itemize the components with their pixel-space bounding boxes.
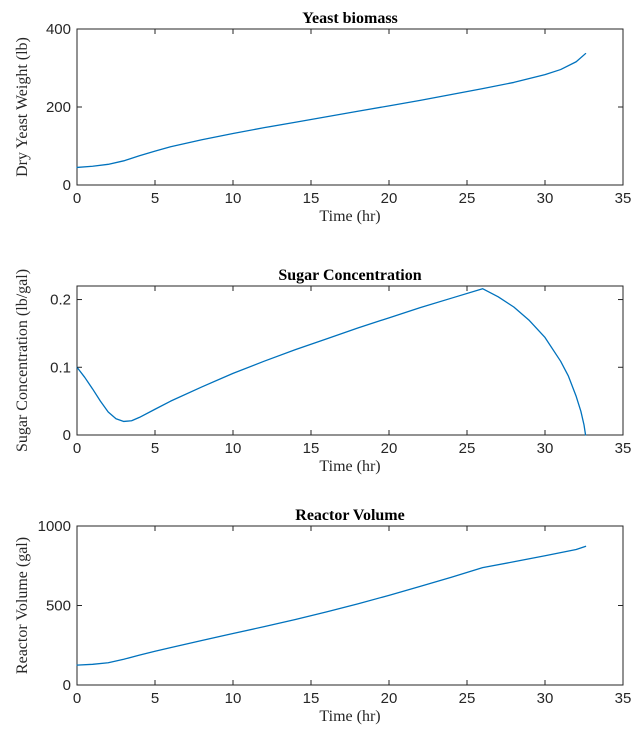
axes-frame (76, 28, 624, 186)
data-line (76, 545, 587, 666)
y-tick-label: 500 (46, 598, 71, 615)
data-line (76, 288, 587, 436)
chart-title: Yeast biomass (302, 10, 398, 27)
chart-panel-3: 0 5 10 15 20 25 30 35 0 500 1000 Reactor Volume Time… (14, 507, 631, 725)
x-tick-label: 25 (459, 690, 476, 707)
x-tick-label: 35 (615, 190, 632, 207)
y-tick-label: 0.1 (50, 359, 71, 376)
x-tick-label: 10 (225, 190, 242, 207)
x-tick-label: 5 (151, 440, 159, 457)
x-tick-label: 15 (303, 190, 320, 207)
x-tick-label: 20 (381, 190, 398, 207)
y-tick-label: 1000 (38, 518, 71, 535)
x-tick-label: 10 (225, 690, 242, 707)
chart-panel-1: 0 5 10 15 20 25 30 35 0 200 400 Yeast biomass Time (… (14, 10, 631, 225)
x-tick-label: 30 (537, 190, 554, 207)
chart-panel-2: 0 5 10 15 20 25 30 35 0 0.1 0.2 Sugar Concentration… (14, 267, 631, 475)
y-axis-label: Reactor Volume (gal) (14, 537, 31, 674)
y-axis-label: Dry Yeast Weight (lb) (14, 37, 31, 177)
x-tick-label: 25 (459, 440, 476, 457)
x-axis-label: Time (hr) (319, 708, 380, 725)
y-tick-label: 400 (46, 21, 71, 38)
y-tick-label: 200 (46, 99, 71, 116)
x-tick-label: 0 (73, 690, 81, 707)
x-tick-label: 10 (225, 440, 242, 457)
y-tick-label: 0.2 (50, 292, 71, 309)
chart-title: Reactor Volume (295, 507, 404, 524)
x-tick-label: 20 (381, 440, 398, 457)
data-line (76, 52, 587, 169)
x-tick-label: 30 (537, 440, 554, 457)
x-tick-label: 35 (615, 440, 632, 457)
y-tick-label: 0 (63, 427, 71, 444)
x-axis-label: Time (hr) (319, 208, 380, 225)
x-tick-label: 15 (303, 690, 320, 707)
chart-title: Sugar Concentration (278, 267, 421, 284)
y-axis-label: Sugar Concentration (lb/gal) (14, 269, 31, 452)
y-tick-label: 0 (63, 677, 71, 694)
x-tick-label: 30 (537, 690, 554, 707)
x-tick-label: 25 (459, 190, 476, 207)
x-axis-label: Time (hr) (319, 458, 380, 475)
x-tick-label: 5 (151, 190, 159, 207)
x-tick-label: 5 (151, 690, 159, 707)
y-tick-label: 0 (63, 177, 71, 194)
x-tick-label: 0 (73, 190, 81, 207)
axes-frame (76, 285, 624, 436)
x-tick-label: 35 (615, 690, 632, 707)
x-tick-label: 15 (303, 440, 320, 457)
x-tick-label: 0 (73, 440, 81, 457)
x-tick-label: 20 (381, 690, 398, 707)
